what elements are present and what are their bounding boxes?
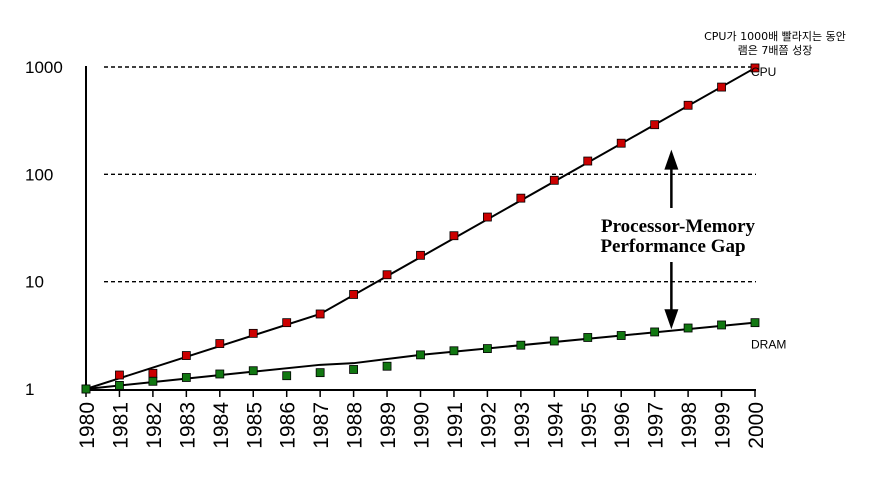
dram-point-1997 [650,327,660,337]
y-tick-labels: 1 10 100 1000 [25,58,63,399]
dram-point-1998 [683,323,693,333]
cpu-point-1999 [717,82,726,92]
dram-trend-line [85,321,756,390]
x-tick-label-1982: 1982 [143,402,166,449]
dram-point-1993 [516,340,526,350]
annotation-note: CPU가 1000배 빨라지는 동안 램은 7배쯤 성장 [690,30,860,58]
x-tick-label-1986: 1986 [277,402,300,449]
y-tick-label-10: 10 [25,273,44,292]
x-tick-label-1990: 1990 [411,402,434,449]
dram-point-1983 [181,373,191,382]
gap-label-line-1: Processor-Memory [601,216,756,237]
dram-point-1994 [549,336,559,346]
cpu-point-1989 [382,270,392,280]
dram-point-1981 [115,381,124,390]
x-tick-label-1981: 1981 [109,402,132,449]
x-tick-label-1983: 1983 [176,402,199,449]
x-tick-label-1995: 1995 [578,402,601,449]
cpu-point-1986 [282,318,292,328]
dram-point-1988 [349,365,359,374]
cpu-point-1985 [248,328,258,338]
cpu-point-1996 [616,138,626,148]
x-tick-label-1989: 1989 [377,402,400,449]
x-tick-label-1988: 1988 [344,402,367,449]
cpu-point-1997 [650,120,660,130]
x-tick-label-1998: 1998 [678,402,701,449]
dram-point-1982 [148,376,158,386]
y-tick-label-100: 100 [25,165,53,184]
x-tick-label-1993: 1993 [511,402,534,449]
x-tick-label-1985: 1985 [243,402,266,449]
cpu-point-1992 [482,212,492,222]
dram-point-1985 [248,366,258,376]
cpu-point-1990 [416,250,425,260]
x-tick-label-2000: 2000 [745,402,768,449]
cpu-point-1984 [215,339,225,348]
dram-point-2000 [750,318,760,328]
dram-point-1996 [616,331,626,340]
dram-point-1987 [315,368,325,378]
dram-point-1986 [282,371,292,381]
x-tick-label-1980: 1980 [76,402,99,449]
cpu-point-1998 [683,100,693,110]
cpu-point-1983 [181,351,191,360]
cpu-point-2000 [750,63,760,73]
dram-point-1992 [482,344,492,353]
cpu-point-1993 [516,193,526,203]
dram-series-label: DRAM [751,338,786,352]
dram-point-1999 [717,320,726,330]
gap-label-line-2: Performance Gap [600,236,745,257]
dram-point-1990 [416,350,425,360]
dram-point-1984 [215,369,225,379]
cpu-point-1994 [549,175,559,185]
x-tick-label-1992: 1992 [477,402,500,449]
x-tick-label-1997: 1997 [645,402,668,449]
x-tick-labels: 1980 1981 1982 1983 1984 1985 1986 1987 1988 1989… [76,390,768,449]
gridlines [104,66,756,283]
cpu-point-1995 [583,156,593,166]
annotation-note-line-2: 램은 7배쯤 성장 [737,44,813,57]
y-tick-label-1: 1 [25,380,34,399]
gap-arrow-up-head [664,149,679,170]
cpu-point-1988 [349,290,359,299]
x-tick-label-1999: 1999 [712,402,735,449]
dram-point-1995 [583,333,593,342]
x-tick-label-1984: 1984 [210,402,233,449]
cpu-point-1991 [449,231,459,241]
cpu-point-1987 [315,309,325,319]
gap-arrow-down-head [664,309,679,330]
series-labels: CPU DRAM [751,65,786,352]
x-tick-label-1996: 1996 [611,402,634,449]
dram-point-1989 [382,361,392,371]
x-tick-label-1994: 1994 [544,402,567,449]
series-markers [81,63,760,394]
y-tick-label-1000: 1000 [25,58,63,77]
cpu-point-1981 [115,370,124,380]
x-tick-label-1991: 1991 [444,402,467,449]
dram-point-1991 [449,346,459,356]
dram-point-1980 [81,384,91,394]
annotation-note-line-1: CPU가 1000배 빨라지는 동안 [704,30,846,43]
x-tick-label-1987: 1987 [310,402,333,449]
cpu-point-1982 [148,368,158,378]
gap-annotation: Processor-Memory Performance Gap [600,149,756,330]
cpu-series-label: CPU [751,65,776,79]
